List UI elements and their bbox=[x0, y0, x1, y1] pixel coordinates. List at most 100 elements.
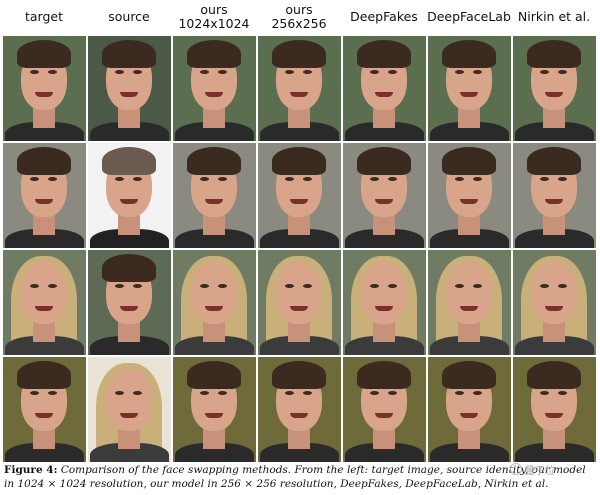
figure-caption: Figure 4: Comparison of the face swappin… bbox=[4, 463, 598, 491]
hair-shape bbox=[17, 361, 71, 389]
face-cell bbox=[88, 357, 171, 462]
col-header-label: target bbox=[24, 9, 63, 24]
eye-shape bbox=[133, 391, 142, 395]
mouth-shape bbox=[375, 199, 393, 204]
eye-shape bbox=[218, 284, 227, 288]
eye-shape bbox=[558, 177, 567, 181]
neck-shape bbox=[33, 320, 55, 342]
eye-shape bbox=[473, 70, 482, 74]
hair-shape bbox=[17, 40, 71, 68]
mouth-shape bbox=[120, 413, 138, 418]
eye-shape bbox=[303, 284, 312, 288]
mouth-shape bbox=[375, 413, 393, 418]
face-cell bbox=[343, 250, 426, 355]
face-cell bbox=[258, 36, 341, 141]
face-cell bbox=[343, 36, 426, 141]
col-header-label: Nirkin et al. bbox=[517, 9, 591, 24]
eye-shape bbox=[370, 284, 379, 288]
mouth-shape bbox=[205, 306, 223, 311]
neck-shape bbox=[288, 213, 310, 235]
face-cell bbox=[173, 143, 256, 248]
hair-shape bbox=[102, 40, 156, 68]
eye-shape bbox=[370, 177, 379, 181]
watermark: 量子位 bbox=[510, 461, 568, 477]
neck-shape bbox=[118, 106, 140, 128]
neck-shape bbox=[203, 320, 225, 342]
face-cell bbox=[428, 357, 511, 462]
shoulders-shape bbox=[515, 443, 594, 462]
face-cell bbox=[88, 143, 171, 248]
col-header-nirkin: Nirkin et al. bbox=[512, 0, 596, 34]
shoulders-shape bbox=[345, 122, 424, 141]
watermark-logo-icon bbox=[510, 463, 522, 475]
eye-shape bbox=[48, 284, 57, 288]
eye-shape bbox=[115, 391, 124, 395]
eye-shape bbox=[30, 70, 39, 74]
eye-shape bbox=[218, 177, 227, 181]
face-cell bbox=[88, 36, 171, 141]
neck-shape bbox=[203, 106, 225, 128]
hair-shape bbox=[187, 40, 241, 68]
eye-shape bbox=[285, 284, 294, 288]
neck-shape bbox=[288, 320, 310, 342]
face-cell bbox=[258, 357, 341, 462]
eye-shape bbox=[473, 177, 482, 181]
neck-shape bbox=[373, 320, 395, 342]
shoulders-shape bbox=[345, 336, 424, 355]
shoulders-shape bbox=[260, 336, 339, 355]
mouth-shape bbox=[35, 92, 53, 97]
eye-shape bbox=[558, 391, 567, 395]
face-shape bbox=[531, 262, 577, 324]
mouth-shape bbox=[290, 306, 308, 311]
neck-shape bbox=[288, 106, 310, 128]
eye-shape bbox=[303, 177, 312, 181]
mouth-shape bbox=[545, 92, 563, 97]
shoulders-shape bbox=[430, 443, 509, 462]
eye-shape bbox=[200, 391, 209, 395]
face-shape bbox=[446, 262, 492, 324]
face-cell bbox=[3, 250, 86, 355]
mouth-shape bbox=[375, 92, 393, 97]
shoulders-shape bbox=[260, 229, 339, 248]
eye-shape bbox=[30, 391, 39, 395]
mouth-shape bbox=[460, 413, 478, 418]
col-header-label: ours 1024x1024 bbox=[178, 2, 250, 31]
neck-shape bbox=[458, 427, 480, 449]
neck-shape bbox=[118, 213, 140, 235]
mouth-shape bbox=[375, 306, 393, 311]
mouth-shape bbox=[205, 413, 223, 418]
face-shape bbox=[276, 262, 322, 324]
watermark-text: 量子位 bbox=[525, 465, 555, 477]
eye-shape bbox=[285, 177, 294, 181]
face-cell bbox=[343, 143, 426, 248]
shoulders-shape bbox=[515, 336, 594, 355]
col-header-ours-1024: ours 1024x1024 bbox=[172, 0, 256, 34]
mouth-shape bbox=[290, 413, 308, 418]
figure-label: Figure 4: bbox=[4, 464, 58, 476]
eye-shape bbox=[473, 284, 482, 288]
col-header-label: DeepFaceLab bbox=[427, 9, 511, 24]
eye-shape bbox=[455, 177, 464, 181]
eye-shape bbox=[388, 391, 397, 395]
face-cell bbox=[258, 250, 341, 355]
eye-shape bbox=[48, 177, 57, 181]
shoulders-shape bbox=[5, 229, 84, 248]
neck-shape bbox=[373, 106, 395, 128]
shoulders-shape bbox=[260, 443, 339, 462]
hair-shape bbox=[527, 147, 581, 175]
neck-shape bbox=[458, 213, 480, 235]
eye-shape bbox=[133, 284, 142, 288]
mouth-shape bbox=[290, 92, 308, 97]
mouth-shape bbox=[545, 199, 563, 204]
col-header-deepfakes: DeepFakes bbox=[342, 0, 426, 34]
eye-shape bbox=[115, 284, 124, 288]
caption-text: Comparison of the face swapping methods.… bbox=[4, 464, 586, 490]
hair-shape bbox=[357, 147, 411, 175]
eye-shape bbox=[200, 284, 209, 288]
eye-shape bbox=[218, 70, 227, 74]
eye-shape bbox=[48, 391, 57, 395]
eye-shape bbox=[388, 284, 397, 288]
eye-shape bbox=[303, 391, 312, 395]
eye-shape bbox=[558, 70, 567, 74]
mouth-shape bbox=[460, 199, 478, 204]
